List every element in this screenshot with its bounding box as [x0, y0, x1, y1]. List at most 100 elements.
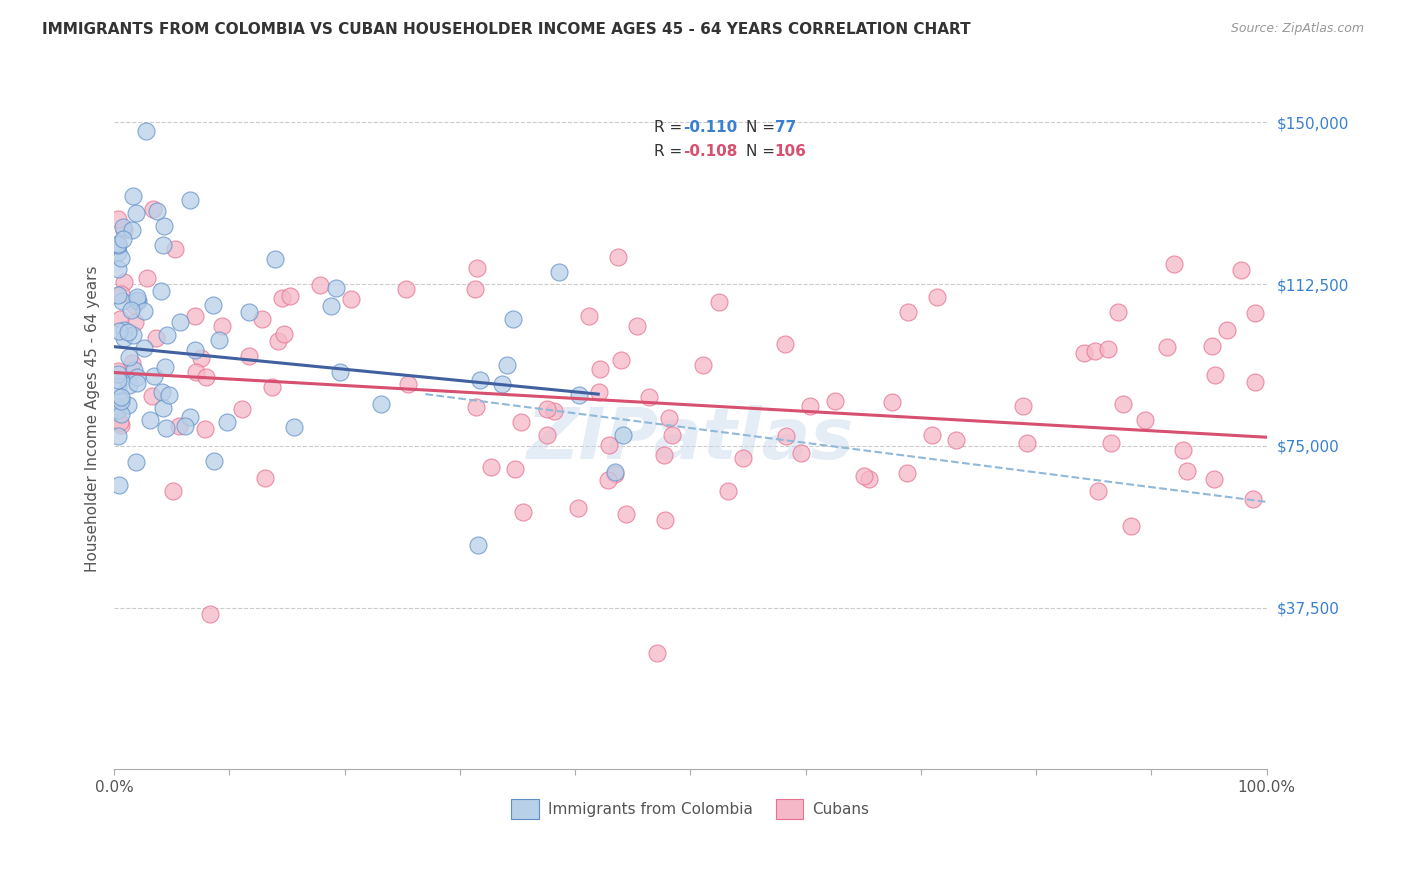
Point [110, 390, 132, 404]
Point [202, 454, 225, 468]
Point [1112, 397, 1135, 411]
Point [184, 309, 207, 323]
Point [468, 373, 491, 387]
Point [880, 395, 903, 409]
Point [773, 337, 796, 351]
Point [110, 286, 132, 301]
Point [1099, 436, 1122, 450]
Point [1073, 346, 1095, 360]
Point [661, 428, 683, 442]
Point [121, 356, 143, 370]
Point [122, 298, 145, 312]
Point [692, 358, 714, 372]
Point [263, 252, 285, 266]
Point [536, 401, 558, 416]
Point [896, 466, 918, 480]
Point [107, 237, 129, 252]
Point [135, 271, 157, 285]
Point [638, 390, 661, 404]
Point [141, 389, 163, 403]
Point [152, 401, 174, 416]
Point [1230, 262, 1253, 277]
Point [568, 388, 591, 402]
Point [155, 421, 177, 435]
Point [612, 427, 634, 442]
Point [238, 349, 260, 363]
Point [174, 419, 197, 434]
Point [614, 507, 637, 521]
Point [329, 365, 352, 379]
Text: R =: R = [654, 144, 686, 159]
Point [603, 465, 626, 479]
Point [280, 288, 302, 302]
Point [112, 223, 135, 237]
Text: -0.108: -0.108 [683, 144, 738, 159]
Text: 77: 77 [775, 120, 796, 135]
Point [921, 428, 943, 442]
Point [598, 473, 620, 487]
Text: N =: N = [745, 144, 780, 159]
Point [654, 513, 676, 527]
Point [165, 242, 187, 256]
Point [283, 420, 305, 434]
Point [927, 290, 949, 304]
Point [179, 194, 201, 208]
Point [132, 341, 155, 355]
Point [339, 292, 361, 306]
Point [107, 478, 129, 492]
Point [1171, 443, 1194, 458]
Point [512, 505, 534, 519]
Y-axis label: Householder Income Ages 45 - 64 years: Householder Income Ages 45 - 64 years [86, 266, 100, 572]
Point [1244, 306, 1267, 320]
Point [536, 428, 558, 442]
Point [1241, 492, 1264, 507]
Point [567, 500, 589, 515]
Point [238, 305, 260, 319]
Point [733, 451, 755, 466]
Point [211, 318, 233, 333]
Point [110, 407, 132, 421]
Point [190, 351, 212, 365]
Point [162, 484, 184, 499]
Point [250, 312, 273, 326]
Point [112, 275, 135, 289]
Point [1243, 375, 1265, 389]
Point [824, 393, 846, 408]
Point [945, 433, 967, 447]
Point [117, 398, 139, 412]
Point [194, 370, 217, 384]
Point [598, 438, 620, 452]
Text: ZIPatlas: ZIPatlas [527, 406, 853, 475]
Point [153, 219, 176, 233]
Point [271, 291, 294, 305]
Point [107, 402, 129, 417]
Point [107, 238, 129, 252]
Point [107, 379, 129, 393]
Point [1107, 305, 1129, 319]
Point [108, 325, 131, 339]
Point [464, 282, 486, 296]
Point [1012, 399, 1035, 413]
Point [202, 297, 225, 311]
Point [139, 413, 162, 427]
Text: 106: 106 [775, 144, 807, 159]
Point [578, 309, 600, 323]
Point [112, 331, 135, 345]
Point [496, 358, 519, 372]
Point [153, 359, 176, 374]
Point [1201, 339, 1223, 353]
Point [852, 469, 875, 483]
Point [790, 446, 813, 460]
Point [111, 219, 134, 234]
Point [588, 361, 610, 376]
Point [184, 365, 207, 379]
Point [169, 315, 191, 329]
Point [194, 422, 217, 436]
Point [231, 402, 253, 417]
Text: R =: R = [654, 120, 686, 135]
Point [122, 362, 145, 376]
Legend: Immigrants from Colombia, Cubans: Immigrants from Colombia, Cubans [505, 793, 876, 825]
Point [121, 222, 143, 236]
Point [120, 302, 142, 317]
Point [467, 538, 489, 552]
